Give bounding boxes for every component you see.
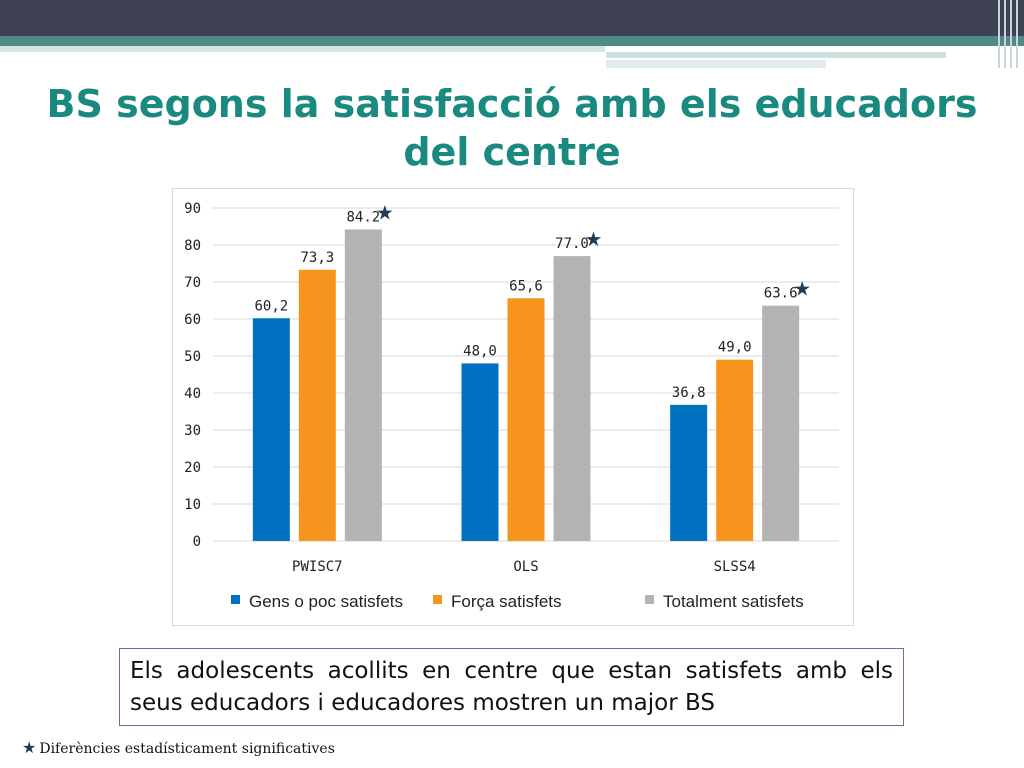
star-icon: ★ (585, 227, 603, 251)
data-label: 77.0 (555, 236, 589, 252)
bar (507, 298, 545, 541)
y-tick-label: 70 (184, 275, 201, 291)
bar (670, 404, 708, 541)
header-bar (0, 0, 1024, 36)
header-decoration (996, 0, 1024, 68)
x-tick-label: SLSS4 (714, 559, 756, 575)
header-light-strip (606, 52, 946, 58)
bar (553, 256, 591, 541)
y-tick-label: 20 (184, 460, 201, 476)
bar (298, 269, 336, 541)
bar-chart-panel: 0 10 20 30 40 50 60 70 80 90 60,2 73,3 84.2 ★ PWISC7 48… (172, 188, 854, 626)
header-light-strip (0, 46, 605, 52)
data-label: 60,2 (254, 298, 288, 314)
legend-label: Totalment satisfets (663, 592, 804, 611)
footnote: ★ Diferències estadísticament significati… (22, 738, 335, 757)
legend-swatch (231, 595, 240, 604)
data-label: 36,8 (672, 385, 706, 401)
legend-label: Força satisfets (451, 592, 562, 611)
y-tick-label: 40 (184, 386, 201, 402)
y-tick-label: 60 (184, 312, 201, 328)
data-label: 73,3 (300, 250, 334, 266)
legend-swatch (433, 595, 442, 604)
y-tick-label: 90 (184, 201, 201, 217)
bar (344, 229, 382, 541)
bar-chart: 010203040506070809060,273,384.2★PWISC748… (184, 200, 839, 611)
star-icon: ★ (376, 200, 394, 224)
data-label: 63.6 (764, 286, 798, 302)
bar (252, 318, 290, 541)
footnote-text: Diferències estadísticament significativ… (39, 741, 335, 757)
data-label: 49,0 (718, 340, 752, 356)
data-label: 48,0 (463, 343, 497, 359)
bar (461, 363, 499, 541)
x-tick-label: PWISC7 (292, 559, 343, 575)
y-tick-label: 50 (184, 349, 201, 365)
bar (716, 359, 754, 541)
bar (762, 305, 800, 541)
y-tick-label: 30 (184, 423, 201, 439)
data-label: 84.2 (346, 209, 380, 225)
header-accent-strip (0, 36, 1024, 46)
y-tick-label: 10 (184, 497, 201, 513)
star-icon: ★ (22, 738, 37, 757)
star-icon: ★ (793, 277, 811, 301)
x-tick-label: OLS (513, 559, 538, 575)
legend-label: Gens o poc satisfets (249, 592, 403, 611)
y-tick-label: 0 (193, 534, 201, 550)
header-light-strip (606, 60, 826, 68)
data-label: 65,6 (509, 278, 543, 294)
legend-swatch (645, 595, 654, 604)
y-tick-label: 80 (184, 238, 201, 254)
slide-title: BS segons la satisfacció amb els educado… (46, 82, 978, 174)
conclusion-note: Els adolescents acollits en centre que e… (119, 648, 904, 726)
